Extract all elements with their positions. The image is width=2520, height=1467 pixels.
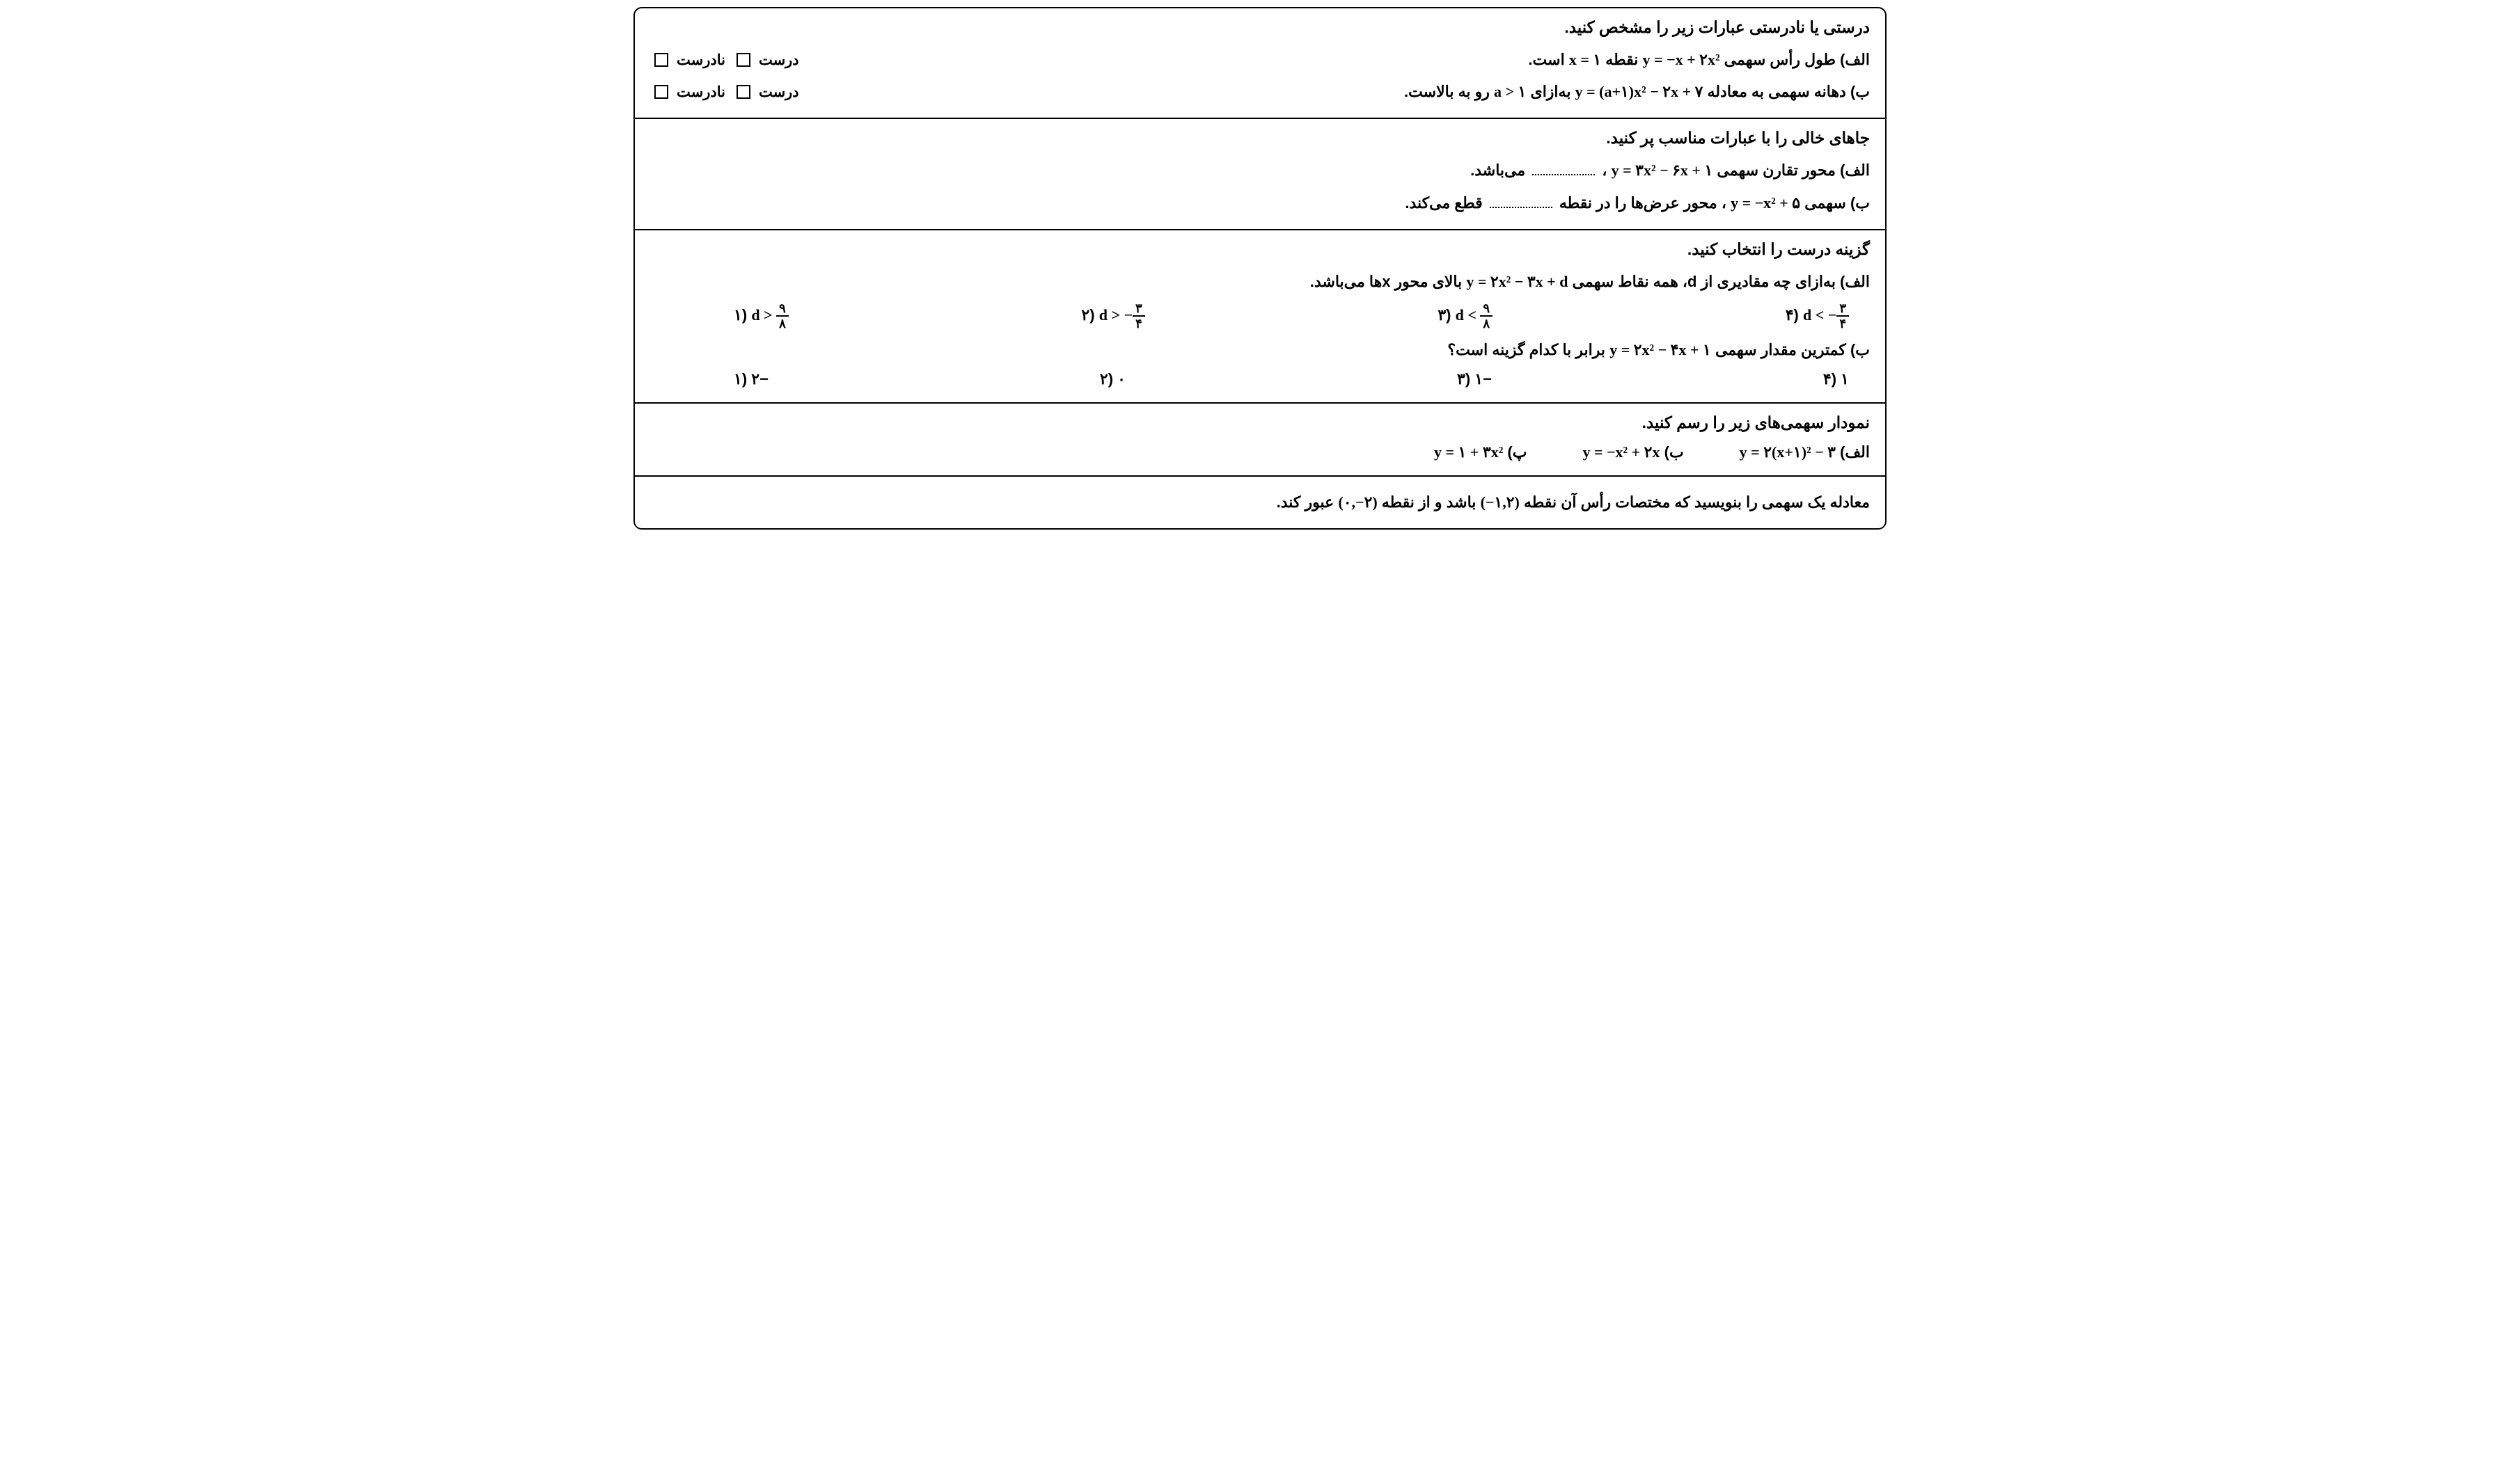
opt-math-pre: d > <box>751 306 776 324</box>
q2b-pre: ب) سهمی <box>1800 194 1870 212</box>
q3b-opt3[interactable]: ۳) ۱− <box>1457 370 1492 388</box>
fraction-icon: ۹۸ <box>776 302 789 330</box>
q4b-eq: y = −x² + ۲x <box>1582 443 1660 461</box>
q5-text: معادله یک سهمی را بنویسید که مختصات رأس … <box>650 486 1870 518</box>
q3-section: گزینه درست را انتخاب کنید. الف) به‌ازای … <box>635 230 1885 404</box>
q2b-eq: y = −x² + ۵ <box>1731 194 1800 212</box>
q3a-opt3[interactable]: ۳) d < ۹۸ <box>1438 302 1493 330</box>
q2b-tail: قطع می‌کند. <box>1405 194 1482 212</box>
q2a-blank[interactable] <box>1532 174 1595 175</box>
q5-mid: باشد و از نقطه <box>1378 493 1476 511</box>
q1b-text: ب) دهانه سهمی به معادله y = (a+۱)x² − ۲x… <box>813 76 1870 108</box>
q3b-opt4[interactable]: ۴) ۱ <box>1823 370 1849 388</box>
true-label: درست <box>759 51 799 69</box>
q1a-mid: نقطه <box>1601 51 1638 68</box>
q4-heading: نمودار سهمی‌های زیر را رسم کنید. <box>650 413 1870 432</box>
false-label: نادرست <box>677 51 725 69</box>
fraction-icon: ۳۴ <box>1133 302 1145 330</box>
q2b-text: ب) سهمی y = −x² + ۵ ، محور عرض‌ها را در … <box>650 187 1870 219</box>
q4p: پ) y = ۱ + ۳x² <box>1434 443 1527 461</box>
q1b-pre: ب) دهانه سهمی به معادله <box>1703 83 1870 100</box>
q2-section: جاهای خالی را با عبارات مناسب پر کنید. ا… <box>635 119 1885 230</box>
q1a-eq2: x = ۱ <box>1569 51 1601 68</box>
q3b-opt2[interactable]: ۲) ۰ <box>1100 370 1126 388</box>
q1a-text: الف) طول رأس سهمی y = −x + ۲x² نقطه x = … <box>813 44 1870 76</box>
q3a-opt2[interactable]: ۲) d > −۳۴ <box>1081 302 1144 330</box>
q3b-post: برابر با کدام گزینه است؟ <box>1447 341 1605 358</box>
q4a: الف) y = ۲(x+۱)² − ۳ <box>1740 443 1870 461</box>
q3a-eq: y = ۲x² − ۳x + d <box>1466 273 1568 290</box>
q2a-tail: می‌باشد. <box>1470 161 1525 179</box>
q3a-opt1[interactable]: ۱) d > ۹۸ <box>734 302 789 330</box>
q1-heading: درستی یا نادرستی عبارات زیر را مشخص کنید… <box>650 18 1870 37</box>
q2a-post: ، <box>1598 161 1607 179</box>
q3b-text: ب) کمترین مقدار سهمی y = ۲x² − ۴x + ۱ بر… <box>650 334 1870 366</box>
fraction-icon: ۳۴ <box>1836 302 1849 330</box>
opt-label: ۳) <box>1438 306 1451 324</box>
q3b-options: ۱) ۲− ۲) ۰ ۳) ۱− ۴) ۱ <box>650 366 1870 392</box>
q2b-blank[interactable] <box>1490 207 1552 208</box>
q1b-true-checkbox[interactable] <box>737 85 750 99</box>
true-label-b: درست <box>759 84 799 101</box>
q2a-eq: y = ۳x² − ۶x + ۱ <box>1612 161 1713 179</box>
q1b-tf: درست نادرست <box>650 84 799 101</box>
opt-math-pre: d < <box>1456 306 1481 324</box>
q3-heading: گزینه درست را انتخاب کنید. <box>650 240 1870 259</box>
q1a-false-checkbox[interactable] <box>654 53 668 67</box>
q3a-options: ۱) d > ۹۸ ۲) d > −۳۴ ۳) d < ۹۸ ۴) d < −۳… <box>650 298 1870 334</box>
q1b-mid: به‌ازای <box>1526 83 1570 100</box>
q3b-eq: y = ۲x² − ۴x + ۱ <box>1609 341 1711 358</box>
q2a-text: الف) محور تقارن سهمی y = ۳x² − ۶x + ۱ ، … <box>650 154 1870 187</box>
q3a-pre: الف) به‌ازای چه مقادیری از d، همه نقاط س… <box>1568 273 1870 290</box>
q3b-pre: ب) کمترین مقدار سهمی <box>1711 341 1870 358</box>
q5-section: معادله یک سهمی را بنویسید که مختصات رأس … <box>635 477 1885 528</box>
q5-pre: معادله یک سهمی را بنویسید که مختصات رأس … <box>1520 493 1870 511</box>
q3a-text: الف) به‌ازای چه مقادیری از d، همه نقاط س… <box>650 266 1870 298</box>
q1b-eq: y = (a+۱)x² − ۲x + ۷ <box>1575 83 1703 100</box>
q1-section: درستی یا نادرستی عبارات زیر را مشخص کنید… <box>635 8 1885 119</box>
q4b-label: ب) <box>1660 443 1684 461</box>
q4a-label: الف) <box>1836 443 1870 461</box>
q1a-pre: الف) طول رأس سهمی <box>1720 51 1870 68</box>
worksheet-page: درستی یا نادرستی عبارات زیر را مشخص کنید… <box>633 7 1887 530</box>
q5-pt2: (۰,−۲) <box>1338 493 1377 511</box>
opt-label: ۲) <box>1081 306 1094 324</box>
fraction-icon: ۹۸ <box>1480 302 1493 330</box>
q3b-opt1[interactable]: ۱) ۲− <box>734 370 769 388</box>
false-label-b: نادرست <box>677 84 725 101</box>
q1b-row: ب) دهانه سهمی به معادله y = (a+۱)x² − ۲x… <box>650 76 1870 108</box>
opt-math-pre: d < − <box>1803 306 1836 324</box>
q4-equations: الف) y = ۲(x+۱)² − ۳ ب) y = −x² + ۲x پ) … <box>650 439 1870 466</box>
q4b: ب) y = −x² + ۲x <box>1582 443 1683 461</box>
q2a-pre: الف) محور تقارن سهمی <box>1712 161 1870 179</box>
q1a-eq: y = −x + ۲x² <box>1643 51 1720 68</box>
q1a-tf: درست نادرست <box>650 51 799 69</box>
opt-label: ۱) <box>734 306 747 324</box>
opt-label: ۴) <box>1786 306 1799 324</box>
q5-post: عبور کند. <box>1277 493 1334 511</box>
q5-pt1: (−۱,۲) <box>1481 493 1520 511</box>
q2-heading: جاهای خالی را با عبارات مناسب پر کنید. <box>650 129 1870 148</box>
q1b-post: رو به بالاست. <box>1404 83 1490 100</box>
q2b-mid: ، محور عرض‌ها را در نقطه <box>1555 194 1726 212</box>
q1a-row: الف) طول رأس سهمی y = −x + ۲x² نقطه x = … <box>650 44 1870 76</box>
q4p-eq: y = ۱ + ۳x² <box>1434 443 1503 461</box>
q3a-opt4[interactable]: ۴) d < −۳۴ <box>1786 302 1849 330</box>
q4p-label: پ) <box>1503 443 1527 461</box>
q1b-eq2: a > ۱ <box>1494 83 1526 100</box>
q4-section: نمودار سهمی‌های زیر را رسم کنید. الف) y … <box>635 404 1885 477</box>
q1a-true-checkbox[interactable] <box>737 53 750 67</box>
q1a-post: است. <box>1528 51 1564 68</box>
q3a-post: بالای محور xها می‌باشد. <box>1310 273 1463 290</box>
q4a-eq: y = ۲(x+۱)² − ۳ <box>1740 443 1836 461</box>
opt-math-pre: d > − <box>1099 306 1133 324</box>
q1b-false-checkbox[interactable] <box>654 85 668 99</box>
